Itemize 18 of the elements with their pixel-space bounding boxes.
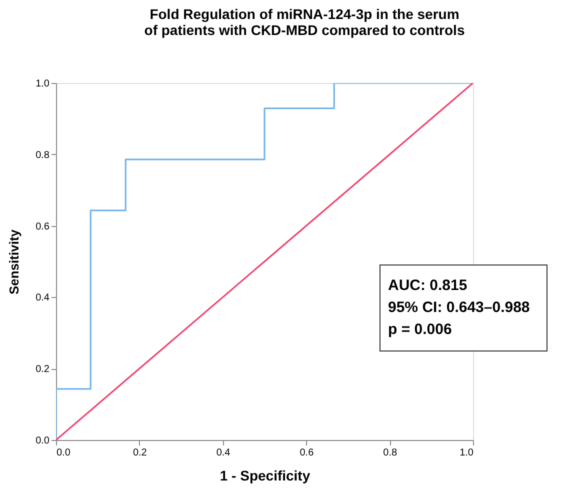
y-tick-label: 0.2 [36,364,50,376]
y-tick-label: 0.8 [36,150,50,161]
y-tick-label: 0.4 [36,292,50,304]
x-axis-title: 1 - Specificity [220,468,310,484]
y-tick-label: 0.6 [36,221,50,232]
x-tick-label: 0.8 [383,448,398,458]
annotation: 95% CI: 0.643–0.988 [388,299,530,316]
x-tick-label: 0.4 [216,448,231,458]
chart-title: Fold Regulation of miRNA-124-3p in the serum of patients with CKD-MBD compared to controls [144,6,465,38]
x-tick-label: 0.6 [300,448,314,458]
x-tick-label: 1.0 [460,448,474,458]
annotation: AUC: 0.815 [388,277,468,294]
x-tick-label: 0.2 [132,448,148,458]
y-tick-label: 0.0 [36,436,50,446]
y-axis-title: Sensitivity [6,228,22,295]
y-tick-label: 1.0 [36,78,50,90]
x-tick-label: 0.0 [56,448,71,458]
annotation: p = 0.006 [388,321,452,338]
